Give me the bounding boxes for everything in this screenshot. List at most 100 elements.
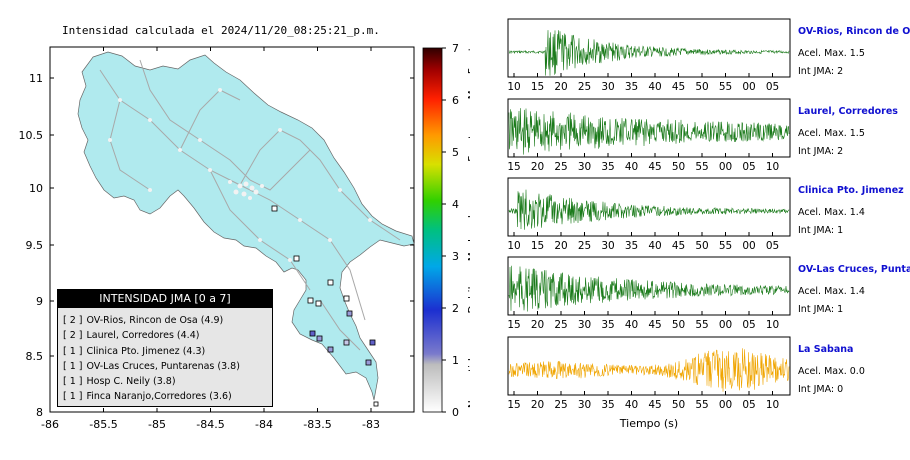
time-tick-label: 10	[507, 240, 520, 252]
colorbar-category-label: No sentido	[467, 352, 470, 408]
trace-panel: 10 15 20 25 30 35 40 45 50 55 00 05 Clinica Pto. Jim…	[507, 177, 904, 252]
time-tick-label: 45	[648, 161, 661, 173]
time-tick-label: 20	[554, 240, 567, 252]
station-name: OV-Las Cruces, Puntar	[798, 264, 910, 275]
map-x-tick-label: -83.5	[303, 418, 331, 431]
trace-panel: 15 20 25 30 35 40 45 50 55 00 05 10 Laurel, Corredor…	[507, 98, 898, 173]
time-tick-label: 05	[742, 161, 755, 173]
legend-title: INTENSIDAD JMA [0 a 7]	[58, 290, 272, 308]
time-tick-label: 50	[672, 161, 685, 173]
legend-box: INTENSIDAD JMA [0 a 7] [ 2 ] OV-Rios, Rin…	[57, 289, 273, 407]
map-x-tick-label: -83	[362, 418, 380, 431]
time-tick-label: 30	[578, 319, 591, 331]
acel-max-label: Acel. Max. 1.5	[798, 128, 865, 139]
int-jma-label: Int JMA: 1	[798, 225, 843, 236]
colorbar-tick-label: 1	[452, 354, 459, 367]
colorbar-tick-label: 0	[452, 406, 459, 419]
time-tick-label: 10	[507, 81, 520, 93]
int-jma-label: Int JMA: 2	[798, 146, 843, 157]
time-tick-label: 35	[625, 240, 638, 252]
colorbar-category-label: Muy Fuerte	[467, 41, 470, 100]
time-tick-label: 00	[742, 81, 755, 93]
time-tick-label: 20	[531, 399, 544, 411]
time-axis-label: Tiempo (s)	[619, 417, 678, 430]
map-x-tick-label: -85.5	[89, 418, 117, 431]
time-tick-label: 35	[625, 81, 638, 93]
int-jma-label: Int JMA: 0	[798, 384, 843, 395]
time-tick-label: 45	[672, 81, 685, 93]
station-name: La Sabana	[798, 344, 853, 355]
time-tick-label: 15	[531, 81, 544, 93]
acel-max-label: Acel. Max. 1.4	[798, 286, 865, 297]
time-tick-label: 25	[554, 399, 567, 411]
map-x-tick-label: -84	[255, 418, 273, 431]
trace-panel: 10 15 20 25 30 35 40 45 50 55 00 05 OV-Rios, Rincon …	[507, 18, 910, 93]
time-tick-label: 45	[672, 240, 685, 252]
map-x-tick-label: -86	[41, 418, 59, 431]
colorbar-tick-label: 2	[452, 302, 459, 315]
time-tick-label: 35	[601, 399, 614, 411]
time-tick-label: 30	[601, 240, 614, 252]
time-tick-label: 15	[507, 319, 520, 331]
map-y-axis: 11 10.5 10 9.5 9 8.5 8	[19, 72, 414, 419]
time-tick-label: 30	[578, 161, 591, 173]
colorbar-tick-label: 6	[452, 94, 459, 107]
station-name: Laurel, Corredores	[798, 106, 898, 117]
time-tick-label: 40	[625, 399, 638, 411]
time-tick-label: 05	[742, 399, 755, 411]
map-title: Intensidad calculada el 2024/11/20_08:25…	[62, 24, 380, 37]
time-tick-label: 55	[695, 399, 708, 411]
time-tick-label: 05	[766, 240, 779, 252]
colorbar-category-label: Moderado	[467, 209, 470, 261]
seismogram-panel: 10 15 20 25 30 35 40 45 50 55 00 05 OV-Rios, Rincon …	[507, 18, 910, 430]
map-y-tick-label: 9.5	[26, 239, 44, 252]
legend-row: [ 1 ] Finca Naranjo,Corredores (3.6)	[63, 391, 232, 403]
time-tick-label: 45	[648, 399, 661, 411]
waveform-line	[508, 265, 790, 312]
map-x-axis: -86 -85.5 -85 -84.5 -84 -83.5 -83	[41, 47, 380, 431]
colorbar-labels: No sentido Debil Moderado Fuerte Muy Fuerte	[467, 41, 470, 409]
time-tick-label: 05	[766, 81, 779, 93]
int-jma-label: Int JMA: 1	[798, 304, 843, 315]
legend-row: [ 1 ] Hosp C. Neily (3.8)	[63, 376, 176, 388]
map-y-tick-label: 10.5	[19, 129, 44, 142]
time-tick-label: 15	[507, 399, 520, 411]
time-tick-label: 35	[601, 161, 614, 173]
time-tick-label: 40	[648, 81, 661, 93]
map-y-tick-label: 10	[29, 182, 43, 195]
time-tick-label: 25	[554, 161, 567, 173]
legend-row: [ 2 ] OV-Rios, Rincon de Osa (4.9)	[63, 315, 224, 326]
time-tick-label: 25	[578, 240, 591, 252]
time-tick-label: 25	[578, 81, 591, 93]
map-y-tick-label: 8	[36, 406, 43, 419]
time-tick-label: 30	[578, 399, 591, 411]
int-jma-label: Int JMA: 2	[798, 66, 843, 77]
trace-frame	[507, 256, 791, 316]
acel-max-label: Acel. Max. 0.0	[798, 366, 865, 377]
waveform-line	[508, 348, 790, 392]
time-tick-label: 20	[554, 81, 567, 93]
colorbar-category-label: Fuerte	[467, 128, 470, 161]
colorbar-ticks: 0 1 2 3 4 5 6 7	[442, 42, 459, 419]
waveform-line	[508, 30, 790, 76]
time-tick-label: 40	[625, 161, 638, 173]
time-tick-label: 10	[766, 399, 779, 411]
trace-frame	[507, 177, 791, 237]
time-tick-label: 40	[625, 319, 638, 331]
acel-max-label: Acel. Max. 1.5	[798, 48, 865, 59]
colorbar-tick-label: 7	[452, 42, 459, 55]
legend-row: [ 1 ] OV-Las Cruces, Puntarenas (3.8)	[63, 360, 240, 372]
legend-row: [ 2 ] Laurel, Corredores (4.4)	[63, 330, 200, 342]
station-name: OV-Rios, Rincon de Os	[798, 26, 910, 37]
colorbar-tick-label: 3	[452, 250, 459, 263]
trace-panel: 15 20 25 30 35 40 45 50 55 00 05 10 La Sabana Acel. M…	[507, 336, 865, 411]
time-tick-label: 50	[672, 399, 685, 411]
time-tick-label: 00	[719, 161, 732, 173]
time-tick-label: 10	[766, 161, 779, 173]
time-tick-label: 50	[672, 319, 685, 331]
time-tick-label: 00	[742, 240, 755, 252]
time-tick-label: 05	[742, 319, 755, 331]
time-tick-label: 55	[695, 319, 708, 331]
time-tick-label: 20	[531, 319, 544, 331]
map-y-tick-label: 11	[29, 72, 43, 85]
